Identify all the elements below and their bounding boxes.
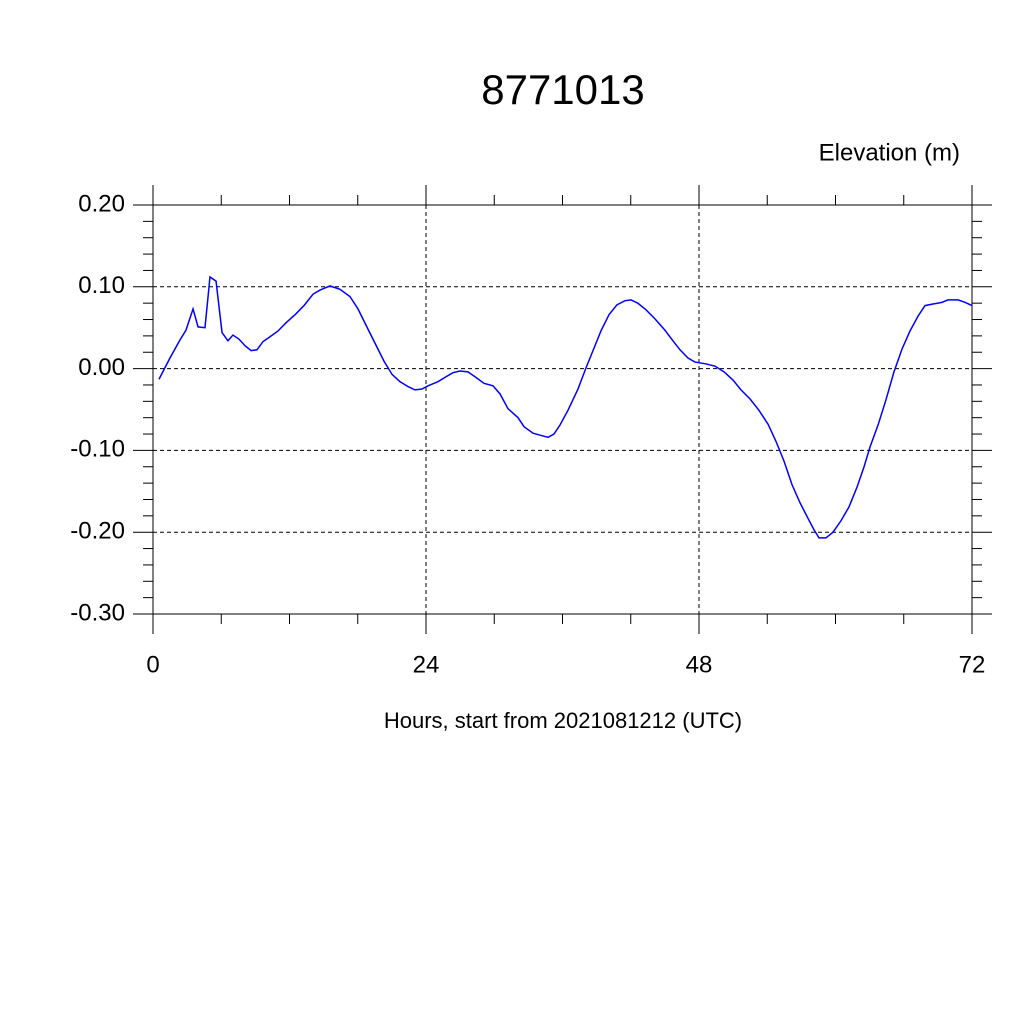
x-tick-label: 0	[146, 651, 159, 678]
x-axis-label: Hours, start from 2021081212 (UTC)	[384, 708, 742, 733]
plot-frame	[152, 204, 973, 615]
y-tick-label: -0.30	[70, 599, 125, 626]
chart-subtitle: Elevation (m)	[819, 139, 960, 166]
y-tick-label: 0.10	[78, 272, 125, 299]
x-tick-label: 72	[959, 651, 986, 678]
y-tick-label: -0.10	[70, 436, 125, 463]
y-tick-label: -0.20	[70, 518, 125, 545]
x-tick-label: 24	[413, 651, 440, 678]
chart-title: 8771013	[481, 66, 645, 113]
y-tick-label: 0.00	[78, 354, 125, 381]
x-tick-label: 48	[686, 651, 713, 678]
data-line	[158, 275, 973, 539]
y-tick-label: 0.20	[78, 190, 125, 217]
